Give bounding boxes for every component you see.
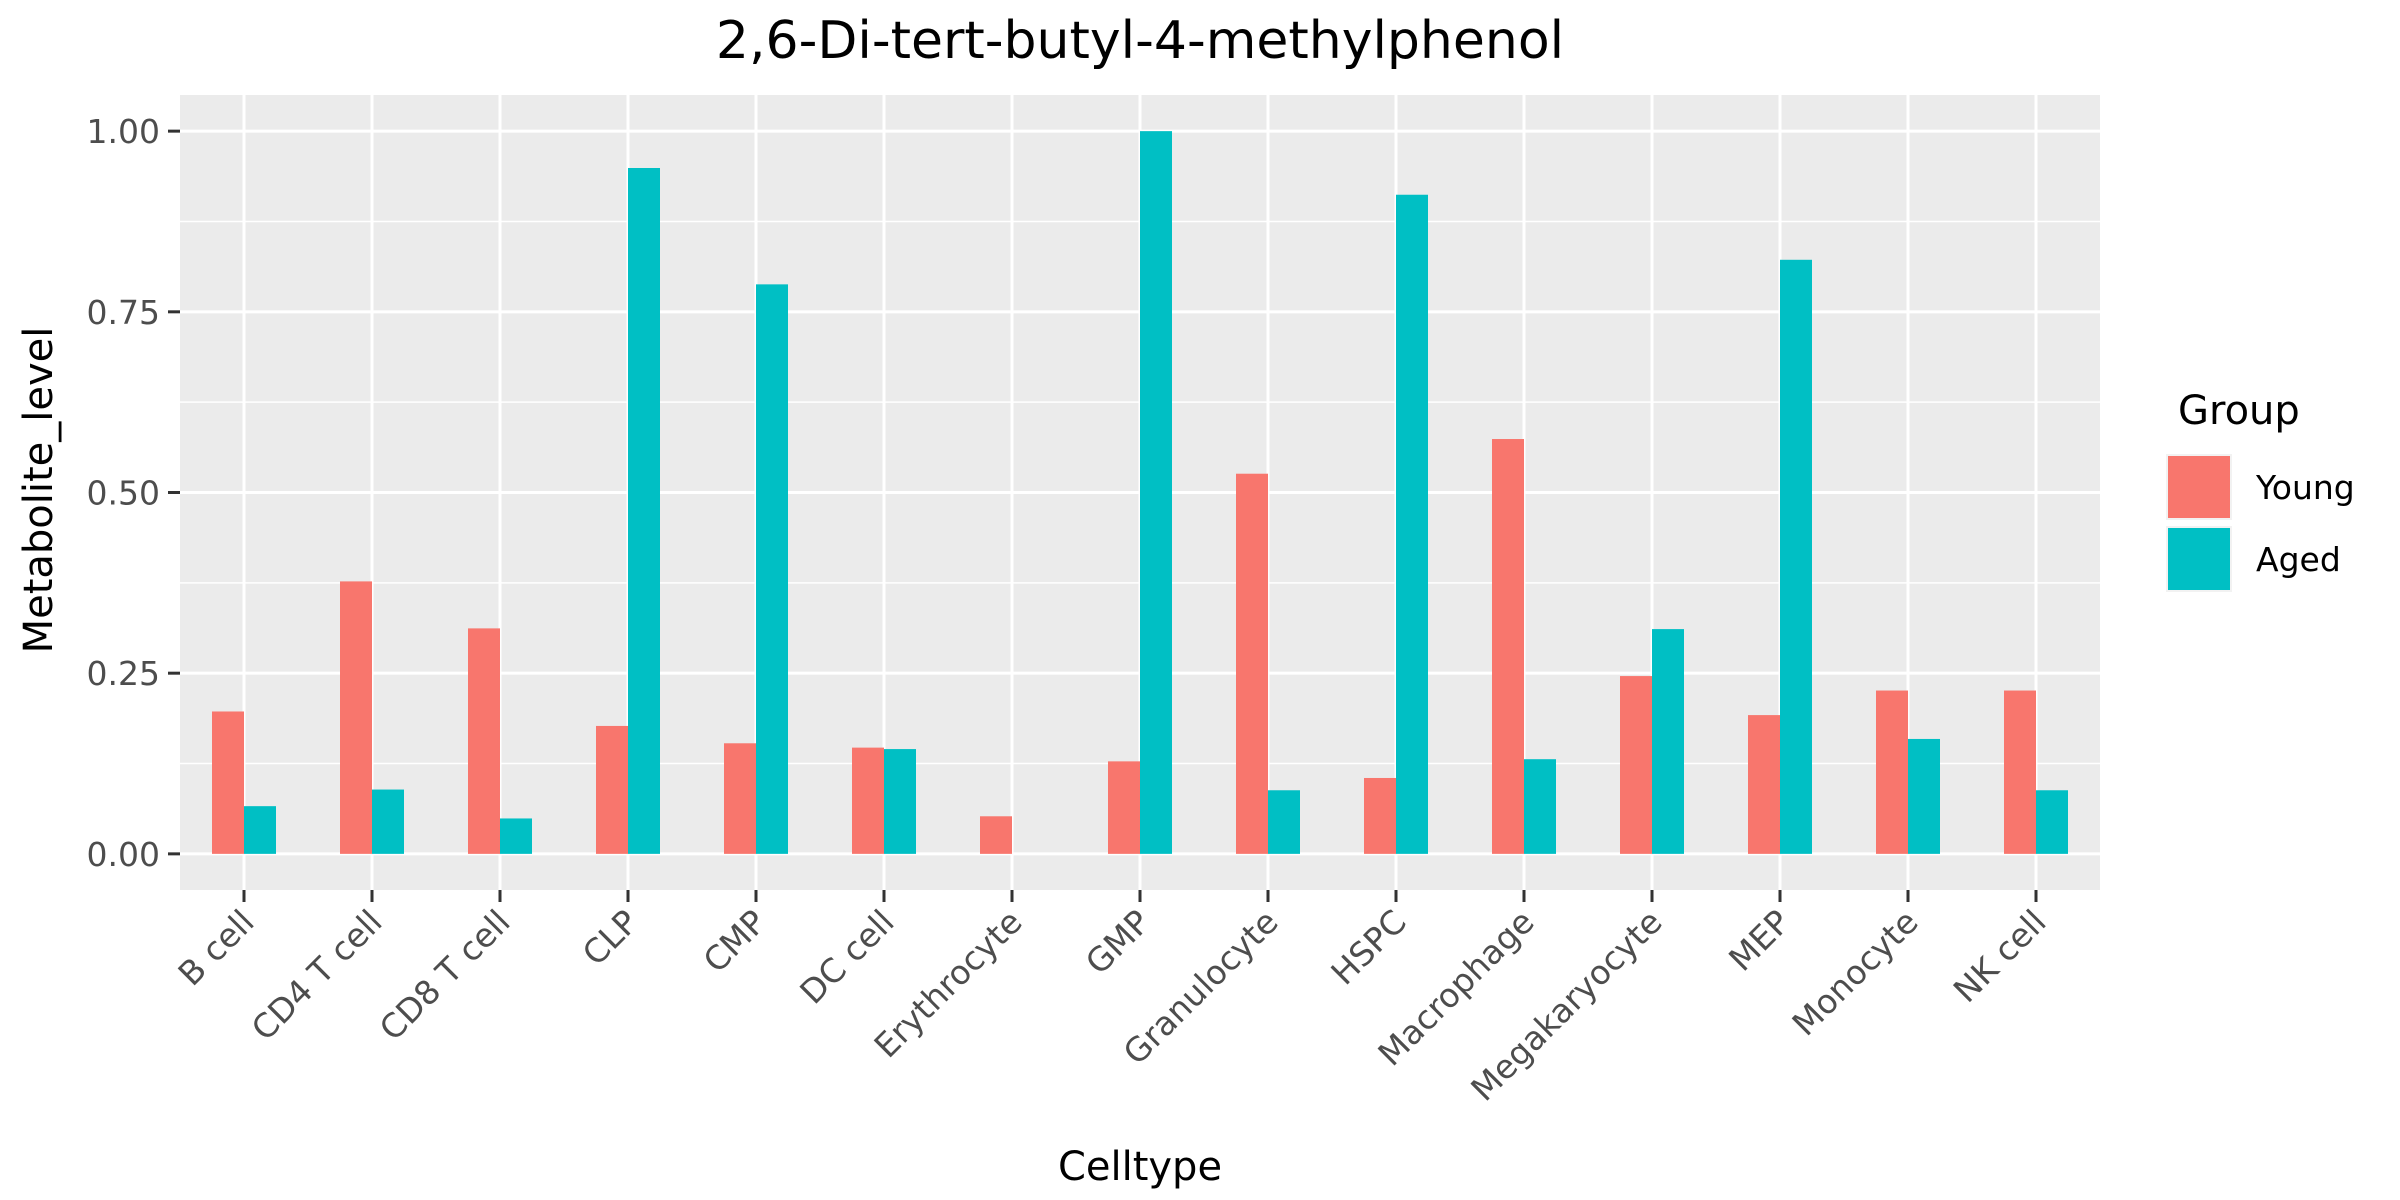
chart-title: 2,6-Di-tert-butyl-4-methylphenol xyxy=(716,11,1564,71)
bar-aged xyxy=(500,818,532,854)
bar-young xyxy=(1876,690,1908,854)
bar-young xyxy=(980,816,1012,854)
bar-aged xyxy=(1140,131,1172,854)
bar-young xyxy=(1236,473,1268,854)
bar-young xyxy=(1748,715,1780,854)
bar-aged xyxy=(1268,790,1300,854)
bar-aged xyxy=(1780,259,1812,854)
bars xyxy=(212,131,2068,854)
y-tick-label: 0.75 xyxy=(87,293,160,332)
bar-aged xyxy=(2036,790,2068,854)
x-tick-label: CMP xyxy=(696,902,774,980)
x-tick-label: CD4 T cell xyxy=(244,902,390,1048)
y-tick-label: 0.50 xyxy=(87,474,160,513)
x-tick-label: HSPC xyxy=(1323,902,1413,992)
bar-aged xyxy=(628,167,660,854)
legend-label-aged: Aged xyxy=(2256,540,2341,579)
legend: Group Young Aged xyxy=(2166,388,2355,592)
legend-title: Group xyxy=(2178,388,2300,434)
bar-aged xyxy=(1524,759,1556,854)
x-tick-label: B cell xyxy=(170,902,261,993)
bar-aged xyxy=(756,284,788,854)
x-tick-label: NK cell xyxy=(1946,902,2054,1010)
bar-aged xyxy=(884,749,916,854)
x-tick-label: Monocyte xyxy=(1784,902,1925,1043)
bar-young xyxy=(724,743,756,854)
bar-young xyxy=(1364,777,1396,854)
legend-label-young: Young xyxy=(2255,468,2355,507)
bar-aged xyxy=(372,789,404,854)
y-tick-label: 0.00 xyxy=(87,835,160,874)
bar-young xyxy=(468,628,500,854)
bar-young xyxy=(1492,439,1524,854)
x-tick-label: GMP xyxy=(1078,902,1158,982)
y-axis-title: Metabolite_level xyxy=(16,327,62,654)
x-tick-label: CD8 T cell xyxy=(372,902,518,1048)
bar-young xyxy=(596,725,628,854)
bar-aged xyxy=(244,806,276,854)
x-axis-title: Celltype xyxy=(1058,1144,1222,1190)
y-axis: 0.00 0.25 0.50 0.75 1.00 xyxy=(87,112,180,874)
bar-aged xyxy=(1396,194,1428,854)
y-tick-label: 1.00 xyxy=(87,112,160,151)
legend-swatch-young xyxy=(2168,456,2230,518)
bar-aged xyxy=(1908,738,1940,854)
bar-young xyxy=(852,747,884,854)
bar-aged xyxy=(1652,629,1684,854)
bar-young xyxy=(212,711,244,854)
x-tick-label: CLP xyxy=(575,902,646,973)
bar-young xyxy=(2004,690,2036,854)
bar-young xyxy=(340,581,372,854)
bar-young xyxy=(1108,761,1140,854)
y-tick-label: 0.25 xyxy=(87,654,160,693)
legend-swatch-aged xyxy=(2168,528,2230,590)
bar-young xyxy=(1620,676,1652,854)
x-tick-label: DC cell xyxy=(792,902,901,1011)
x-tick-label: MEP xyxy=(1721,902,1798,979)
